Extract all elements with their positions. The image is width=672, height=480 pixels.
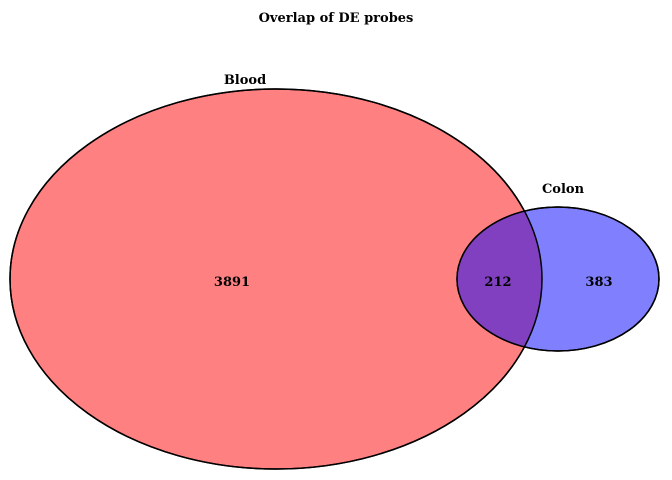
blood-only-count: 3891 xyxy=(214,275,250,290)
blood-set-label: Blood xyxy=(224,73,266,88)
colon-set-label: Colon xyxy=(542,182,585,197)
blood-set-outline xyxy=(9,88,543,470)
diagram-title: Overlap of DE probes xyxy=(259,11,414,26)
colon-set-outline xyxy=(456,206,660,352)
overlap-count: 212 xyxy=(484,275,511,290)
colon-only-count: 383 xyxy=(585,275,612,290)
overlap-region xyxy=(457,207,542,351)
